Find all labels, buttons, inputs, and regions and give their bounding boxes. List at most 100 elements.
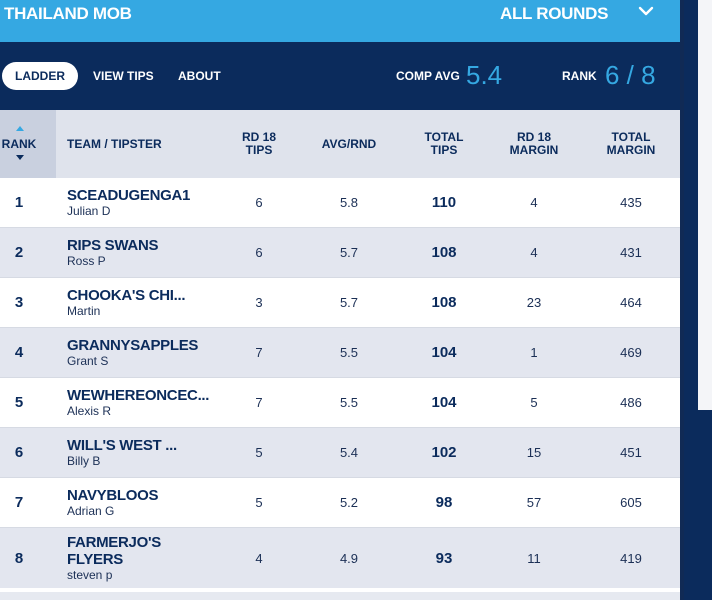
total-tips-cell: 104 — [431, 394, 457, 411]
avg-rnd-cell: 5.7 — [339, 295, 359, 310]
tipster-name: steven p — [67, 568, 113, 582]
rd18-margin-cell: 11 — [527, 550, 541, 566]
total-margin-cell: 486 — [620, 395, 642, 410]
team-cell: NAVYBLOOS Adrian G — [67, 478, 217, 527]
total-tips-cell: 93 — [435, 549, 453, 567]
rank-cell: 3 — [14, 294, 24, 311]
rank-cell: 2 — [14, 244, 24, 261]
rd18-tips-cell: 5 — [255, 445, 263, 460]
rank-cell: 5 — [14, 394, 24, 411]
total-margin-cell: 435 — [620, 195, 642, 210]
team-name[interactable]: FARMERJO'S FLYERS — [67, 534, 161, 568]
total-margin-cell: 451 — [620, 445, 642, 460]
tab-view-tips[interactable]: VIEW TIPS — [93, 69, 154, 83]
team-name[interactable]: SCEADUGENGA1 — [67, 187, 191, 204]
total-margin-cell: 431 — [620, 245, 642, 260]
tipster-name: Martin — [67, 304, 101, 318]
team-name[interactable]: CHOOKA'S CHI... — [67, 287, 186, 304]
total-margin-cell: 464 — [620, 295, 642, 310]
team-name[interactable]: NAVYBLOOS — [67, 487, 159, 504]
rd18-tips-cell: 6 — [255, 195, 263, 210]
tipster-name: Alexis R — [67, 404, 112, 418]
rank-label: RANK — [562, 69, 597, 83]
panel-edge — [680, 0, 684, 600]
total-tips-column-header[interactable]: TOTAL TIPS — [424, 130, 464, 157]
rd18-margin-cell: 1 — [530, 345, 538, 360]
total-margin-cell: 605 — [620, 495, 642, 510]
rd18-tips-cell: 7 — [255, 395, 263, 410]
rd18-margin-cell: 57 — [526, 495, 542, 510]
table-row[interactable]: 2 RIPS SWANS Ross P 6 5.7 108 4 431 — [0, 228, 680, 278]
team-cell: SCEADUGENGA1 Julian D — [67, 178, 217, 227]
rd18-tips-cell: 5 — [255, 495, 263, 510]
table-row[interactable]: 8 FARMERJO'S FLYERS steven p 4 4.9 93 11… — [0, 528, 680, 588]
team-name[interactable]: RIPS SWANS — [67, 237, 159, 254]
page-scrollbar[interactable] — [680, 0, 712, 600]
avg-rnd-cell: 5.8 — [339, 195, 359, 210]
avg-rnd-cell: 5.5 — [339, 345, 359, 360]
team-column-header[interactable]: TEAM / TIPSTER — [67, 136, 162, 151]
total-tips-cell: 104 — [431, 344, 457, 361]
rank-header-cell[interactable] — [0, 110, 56, 178]
comp-avg-label: COMP AVG — [396, 69, 460, 83]
rank-value: 6 / 8 — [605, 60, 656, 90]
ladder-nav-bar: LADDER VIEW TIPS ABOUT COMP AVG 5.4 RANK… — [0, 42, 680, 110]
avg-rnd-cell: 4.9 — [339, 550, 359, 566]
team-name[interactable]: WEWHEREONCEC... — [67, 387, 210, 404]
team-cell: CHOOKA'S CHI... Martin — [67, 278, 217, 327]
tipster-name: Grant S — [67, 354, 109, 368]
scrollbar-thumb[interactable] — [698, 0, 712, 410]
table-row[interactable]: 1 SCEADUGENGA1 Julian D 6 5.8 110 4 435 — [0, 178, 680, 228]
rank-cell: 4 — [14, 344, 24, 361]
tipster-name: Julian D — [67, 204, 111, 218]
team-cell: WEWHEREONCEC... Alexis R — [67, 378, 217, 427]
total-tips-cell: 108 — [431, 244, 457, 261]
rounds-dropdown[interactable]: ALL ROUNDS — [500, 4, 609, 23]
sort-ascending-icon[interactable] — [16, 126, 24, 131]
team-cell: WILL'S WEST ... Billy B — [67, 428, 217, 477]
comp-avg-value: 5.4 — [466, 60, 503, 90]
table-row[interactable]: 6 WILL'S WEST ... Billy B 5 5.4 102 15 4… — [0, 428, 680, 478]
tab-about[interactable]: ABOUT — [178, 69, 221, 83]
total-tips-cell: 98 — [435, 494, 453, 511]
avg-rnd-column-header[interactable]: AVG/RND — [321, 136, 377, 151]
ladder-panel: THAILAND MOB ALL ROUNDS LADDER VIEW TIPS… — [0, 0, 680, 600]
rd18-tips-cell: 4 — [255, 550, 263, 566]
rd18-margin-cell: 4 — [530, 195, 538, 210]
avg-rnd-cell: 5.2 — [339, 495, 359, 510]
avg-rnd-cell: 5.5 — [339, 395, 359, 410]
total-tips-cell: 110 — [431, 194, 457, 211]
chevron-down-icon[interactable] — [636, 2, 656, 22]
total-margin-cell: 469 — [620, 345, 642, 360]
total-tips-cell: 108 — [431, 294, 457, 311]
rd18-margin-cell: 4 — [530, 245, 538, 260]
rd18-tips-column-header[interactable]: RD 18 TIPS — [241, 130, 276, 157]
team-name[interactable]: WILL'S WEST ... — [67, 437, 177, 454]
rd18-margin-cell: 5 — [530, 395, 538, 410]
table-row[interactable]: 5 WEWHEREONCEC... Alexis R 7 5.5 104 5 4… — [0, 378, 680, 428]
rank-cell: 6 — [14, 444, 24, 461]
avg-rnd-cell: 5.4 — [339, 445, 359, 460]
ladder-rows: 1 SCEADUGENGA1 Julian D 6 5.8 110 4 4 3 5 … — [0, 178, 680, 588]
rank-column-header[interactable]: RANK — [1, 136, 37, 151]
team-name[interactable]: GRANNYSAPPLES — [67, 337, 199, 354]
panel-bottom-edge — [0, 592, 680, 600]
competition-header: THAILAND MOB ALL ROUNDS — [0, 0, 680, 42]
tab-ladder[interactable]: LADDER — [2, 62, 78, 90]
total-margin-column-header[interactable]: TOTAL MARGIN — [606, 130, 656, 157]
rd18-tips-cell: 6 — [255, 245, 263, 260]
total-tips-cell: 102 — [431, 444, 457, 461]
rd18-margin-column-header[interactable]: RD 18 MARGIN — [509, 130, 559, 157]
team-cell: GRANNYSAPPLES Grant S — [67, 328, 217, 377]
sort-descending-icon[interactable] — [16, 155, 24, 160]
team-cell: FARMERJO'S FLYERS steven p — [67, 528, 177, 588]
table-header: RANK TEAM / TIPSTER RD 18 TIPS AVG/RND T… — [0, 110, 680, 178]
rd18-margin-cell: 23 — [526, 295, 542, 310]
table-row[interactable]: 3 CHOOKA'S CHI... Martin 3 5.7 108 23 46… — [0, 278, 680, 328]
avg-rnd-cell: 5.7 — [339, 245, 359, 260]
tipster-name: Adrian G — [67, 504, 115, 518]
total-margin-cell: 419 — [620, 550, 642, 566]
rank-cell: 1 — [14, 194, 24, 211]
table-row[interactable]: 7 NAVYBLOOS Adrian G 5 5.2 98 57 605 — [0, 478, 680, 528]
table-row[interactable]: 4 GRANNYSAPPLES Grant S 7 5.5 104 1 469 — [0, 328, 680, 378]
